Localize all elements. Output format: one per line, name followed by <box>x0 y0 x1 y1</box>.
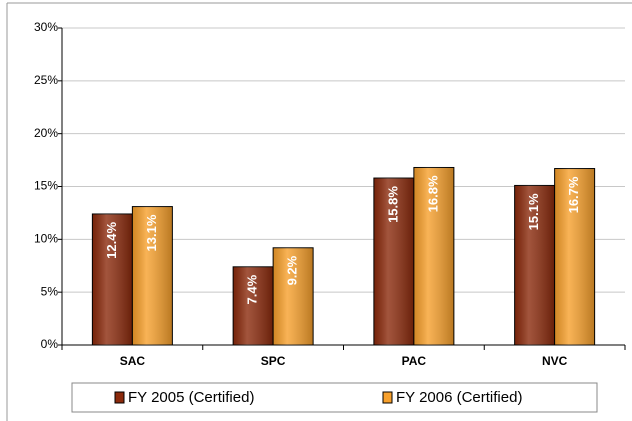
y-tick-label: 15% <box>34 179 58 193</box>
bar-shading <box>92 213 133 345</box>
bar-shading <box>413 167 454 345</box>
legend-swatch <box>382 391 393 404</box>
y-tick-label: 20% <box>34 126 58 140</box>
value-label: 12.4% <box>104 222 119 259</box>
y-tick-label: 10% <box>34 232 58 246</box>
value-label: 16.8% <box>425 175 440 212</box>
bar-shading <box>554 168 595 345</box>
bar-shading <box>373 178 414 345</box>
value-label: 15.1% <box>526 193 541 230</box>
x-tick-label: SPC <box>261 354 286 368</box>
x-tick-label: NVC <box>542 354 568 368</box>
value-label: 7.4% <box>245 274 260 304</box>
bar-shading <box>132 206 173 345</box>
value-label: 13.1% <box>144 214 159 251</box>
y-tick-label: 0% <box>41 337 59 351</box>
y-tick-label: 25% <box>34 73 58 87</box>
value-label: 9.2% <box>285 255 300 285</box>
y-tick-label: 5% <box>41 284 59 298</box>
bar-shading <box>233 266 274 345</box>
bar-shading <box>514 185 555 345</box>
x-tick-label: SAC <box>120 354 146 368</box>
legend-label: FY 2006 (Certified) <box>396 389 522 406</box>
value-label: 15.8% <box>385 186 400 223</box>
bar-shading <box>273 247 314 345</box>
value-label: 16.7% <box>566 176 581 213</box>
legend-label: FY 2005 (Certified) <box>128 389 254 406</box>
x-tick-label: PAC <box>402 354 427 368</box>
legend <box>71 382 598 413</box>
y-tick-label: 30% <box>34 20 58 34</box>
legend-swatch <box>114 391 125 404</box>
